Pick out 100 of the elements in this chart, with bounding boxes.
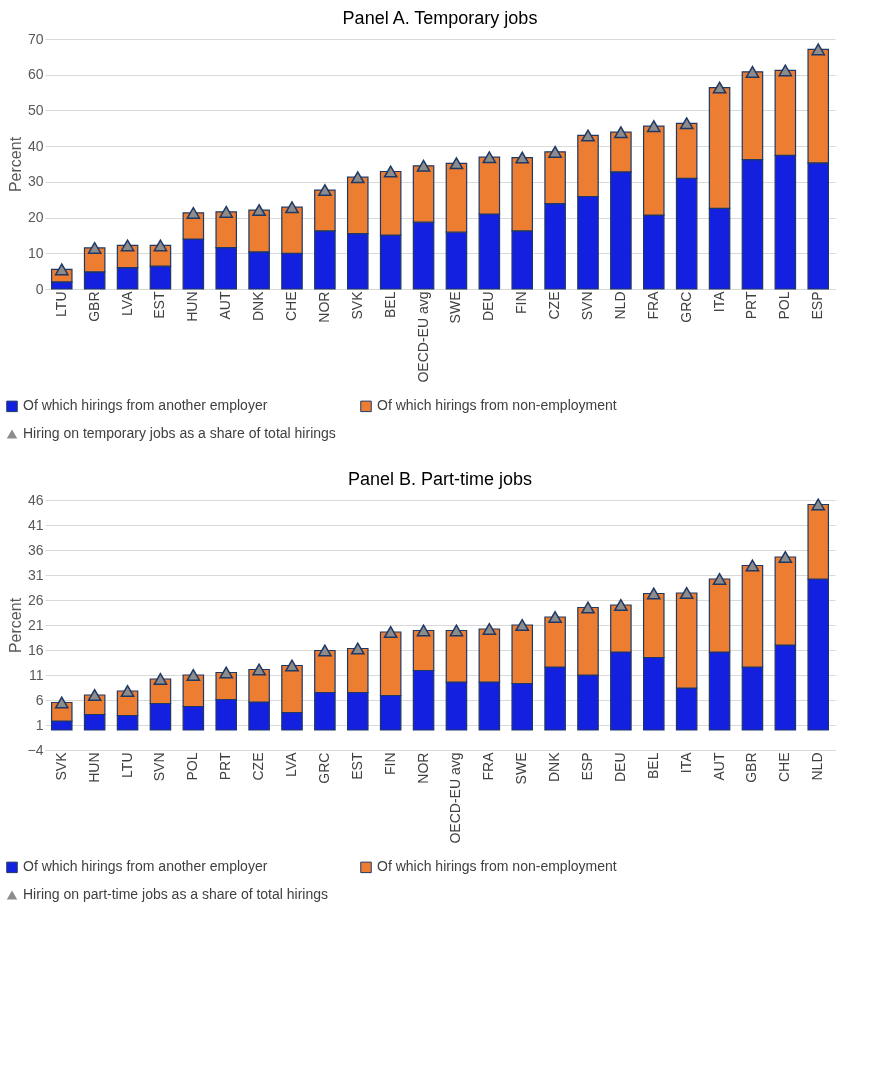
x-tick-label: SWE xyxy=(447,291,464,324)
y-tick-label: 40 xyxy=(27,137,44,154)
point xyxy=(548,610,562,624)
y-tick-label: 30 xyxy=(27,173,44,190)
x-tick-label: AUT xyxy=(217,291,234,320)
x-tick-label: BEL xyxy=(644,752,661,779)
point xyxy=(515,618,530,632)
y-tick-label: 31 xyxy=(27,566,44,583)
point xyxy=(811,43,826,56)
y-axis-title: Percent xyxy=(6,597,24,654)
x-tick-label: ITA xyxy=(710,290,727,313)
x-tick-label: ITA xyxy=(677,751,694,774)
x-tick-label: HUN xyxy=(184,291,201,322)
point xyxy=(745,559,760,572)
point xyxy=(614,126,628,139)
y-tick-label: 26 xyxy=(27,591,44,608)
x-tick-label: SVN xyxy=(151,752,168,782)
x-tick-label: CZE xyxy=(546,291,563,320)
point xyxy=(120,239,135,252)
point xyxy=(54,263,69,276)
point xyxy=(745,65,760,78)
y-tick-label: −4 xyxy=(27,741,44,758)
y-tick-label: 11 xyxy=(28,666,44,683)
x-tick-label: DNK xyxy=(250,290,267,322)
x-tick-label: CHE xyxy=(283,291,299,322)
point xyxy=(54,696,69,709)
x-tick-label: GBR xyxy=(743,752,760,783)
x-tick-label: FRA xyxy=(644,290,661,320)
point xyxy=(449,157,464,170)
y-tick-label: 36 xyxy=(27,541,44,558)
point xyxy=(778,64,793,77)
point xyxy=(581,601,595,614)
x-tick-label: POL xyxy=(184,752,201,781)
chart-title: Panel B. Part-time jobs xyxy=(347,469,533,489)
y-tick-label: 21 xyxy=(27,616,44,633)
point xyxy=(120,684,135,698)
point xyxy=(318,184,332,197)
y-tick-label: 16 xyxy=(27,641,44,658)
legend-label: Of which hirings from non-employment xyxy=(377,858,617,875)
point xyxy=(285,201,299,214)
point xyxy=(383,625,398,639)
point xyxy=(548,145,562,158)
x-tick-label: DNK xyxy=(546,751,563,783)
legend-label: Of which hirings from another employer xyxy=(23,858,268,875)
x-tick-label: LVA xyxy=(118,290,135,316)
x-tick-label: BEL xyxy=(381,291,398,318)
point xyxy=(350,642,365,655)
point xyxy=(87,241,102,254)
x-tick-label: CZE xyxy=(250,752,267,781)
x-tick-label: GRC xyxy=(677,291,694,323)
point xyxy=(712,572,727,586)
legend-label: Hiring on part-time jobs as a share of total hirings xyxy=(23,886,329,902)
point xyxy=(449,624,464,637)
x-tick-label: LTU xyxy=(118,752,135,778)
y-tick-label: 46 xyxy=(27,491,44,508)
point xyxy=(482,151,497,164)
x-tick-label: ESP xyxy=(809,291,826,320)
x-tick-label: AUT xyxy=(710,752,727,781)
point xyxy=(811,498,826,511)
point xyxy=(350,171,365,184)
point xyxy=(252,204,266,217)
point xyxy=(416,624,431,637)
x-tick-label: EST xyxy=(151,291,168,319)
x-tick-label: LTU xyxy=(52,291,69,317)
x-tick-label: FIN xyxy=(381,752,398,776)
y-tick-label: 41 xyxy=(27,516,44,533)
point xyxy=(515,151,530,164)
x-tick-label: OECD-EU avg xyxy=(447,752,464,844)
x-tick-label: OECD-EU avg xyxy=(414,291,431,383)
chart-title: Panel A. Temporary jobs xyxy=(342,8,538,28)
x-tick-label: GBR xyxy=(85,291,102,322)
point xyxy=(285,659,299,672)
x-tick-label: SVN xyxy=(579,291,595,321)
y-tick-label: 6 xyxy=(35,691,44,708)
x-tick-label: SWE xyxy=(513,752,530,785)
point xyxy=(712,81,727,94)
point xyxy=(778,550,793,564)
point xyxy=(679,586,694,600)
x-tick-label: DEU xyxy=(480,291,497,322)
point xyxy=(679,117,694,130)
x-tick-label: PRT xyxy=(743,291,760,320)
point xyxy=(416,159,431,172)
point xyxy=(614,598,628,612)
x-tick-label: CHE xyxy=(776,752,793,783)
x-tick-label: NOR xyxy=(414,752,431,784)
x-tick-label: FRA xyxy=(480,751,497,781)
x-tick-label: NLD xyxy=(611,291,628,320)
point xyxy=(219,666,234,679)
x-tick-label: GRC xyxy=(315,752,332,784)
point xyxy=(186,668,201,682)
x-tick-label: DEU xyxy=(611,752,628,783)
y-tick-label: 10 xyxy=(27,244,44,261)
point xyxy=(219,205,234,218)
y-tick-label: 20 xyxy=(27,209,44,226)
point xyxy=(646,120,661,133)
x-tick-label: HUN xyxy=(85,752,102,783)
x-tick-label: FIN xyxy=(513,291,530,315)
point xyxy=(252,663,266,676)
y-tick-label: 70 xyxy=(27,30,44,47)
x-tick-label: SVK xyxy=(52,751,69,781)
